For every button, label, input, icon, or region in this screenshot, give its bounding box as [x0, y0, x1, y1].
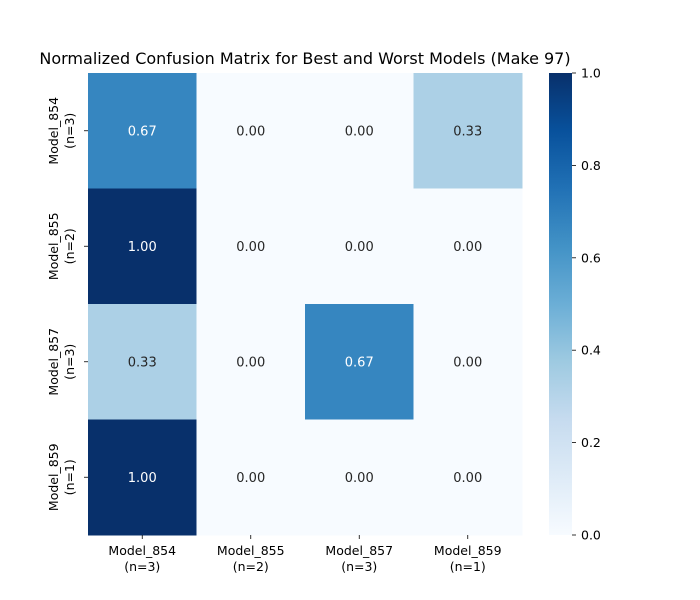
y-tick-label-0: Model_854 [46, 97, 61, 165]
cell-value-label-r2-c3: 0.00 [453, 355, 482, 370]
cell-value-label-r0-c2: 0.00 [345, 124, 374, 139]
heatmap-cell-r2-c3 [413, 304, 523, 420]
y-tick-label-3: Model_859 [46, 443, 61, 511]
y-tick-count-3: (n=1) [62, 459, 77, 495]
x-tick-label-1: Model_855 [217, 543, 285, 558]
heatmap-cell-r2-c0 [88, 304, 197, 420]
cell-value-label-r0-c1: 0.00 [236, 124, 265, 139]
colorbar-tick-label-3: 0.6 [581, 250, 601, 265]
heatmap-cell-r1-c3 [413, 188, 523, 305]
colorbar-tick-label-2: 0.4 [581, 343, 601, 358]
cell-value-label-r1-c3: 0.00 [453, 240, 482, 255]
y-tick-label-2: Model_857 [46, 328, 61, 396]
cell-value-label-r3-c0: 1.00 [128, 471, 157, 486]
cell-value-label-r3-c3: 0.00 [453, 471, 482, 486]
x-tick-label-0: Model_854 [108, 543, 176, 558]
heatmap-cell-r0-c3 [413, 73, 523, 189]
y-tick-count-0: (n=3) [62, 113, 77, 149]
y-tick-count-1: (n=2) [62, 228, 77, 264]
heatmap-cell-r3-c2 [305, 419, 414, 536]
heatmap-cell-r1-c2 [305, 188, 414, 305]
cell-value-label-r3-c2: 0.00 [345, 471, 374, 486]
colorbar: 0.0 0.2 0.4 0.6 0.8 1.0 [549, 66, 601, 543]
heatmap-cell-r0-c0 [88, 73, 197, 189]
heatmap-axes: Model_854(n=3)Model_855(n=2)Model_857(n=… [46, 97, 502, 574]
cell-value-label-r0-c0: 0.67 [128, 124, 157, 139]
y-tick-label-1: Model_855 [46, 212, 61, 280]
x-tick-count-3: (n=1) [450, 559, 486, 574]
heatmap-cells: 0.67 0.00 0.00 0.33 1.00 0.00 0.00 0.00 0.33 0.00… [88, 73, 523, 536]
heatmap-cell-r0-c1 [196, 73, 306, 189]
heatmap-cell-r2-c1 [196, 304, 306, 420]
cell-value-label-r2-c1: 0.00 [236, 355, 265, 370]
x-tick-label-2: Model_857 [325, 543, 393, 558]
colorbar-tick-label-1: 0.2 [581, 435, 601, 450]
heatmap-cell-r1-c1 [196, 188, 306, 305]
colorbar-tick-label-0: 0.0 [581, 528, 601, 543]
chart-title: Normalized Confusion Matrix for Best and… [39, 49, 570, 68]
x-tick-count-1: (n=2) [233, 559, 269, 574]
y-tick-count-2: (n=3) [62, 344, 77, 380]
x-tick-count-2: (n=3) [341, 559, 377, 574]
colorbar-tick-label-5: 1.0 [581, 66, 601, 81]
cell-value-label-r2-c0: 0.33 [128, 355, 157, 370]
cell-value-label-r1-c1: 0.00 [236, 240, 265, 255]
x-tick-label-3: Model_859 [434, 543, 502, 558]
colorbar-tick-label-4: 0.8 [581, 158, 601, 173]
cell-value-label-r2-c2: 0.67 [345, 355, 374, 370]
heatmap-cell-r0-c2 [305, 73, 414, 189]
heatmap-cell-r3-c1 [196, 419, 306, 536]
heatmap-cell-r3-c0 [88, 419, 197, 536]
cell-value-label-r0-c3: 0.33 [453, 124, 482, 139]
cell-value-label-r1-c0: 1.00 [128, 240, 157, 255]
heatmap-cell-r1-c0 [88, 188, 197, 305]
x-tick-count-0: (n=3) [124, 559, 160, 574]
heatmap-cell-r2-c2 [305, 304, 414, 420]
cell-value-label-r1-c2: 0.00 [345, 240, 374, 255]
colorbar-gradient [549, 73, 572, 535]
heatmap-cell-r3-c3 [413, 419, 523, 536]
cell-value-label-r3-c1: 0.00 [236, 471, 265, 486]
